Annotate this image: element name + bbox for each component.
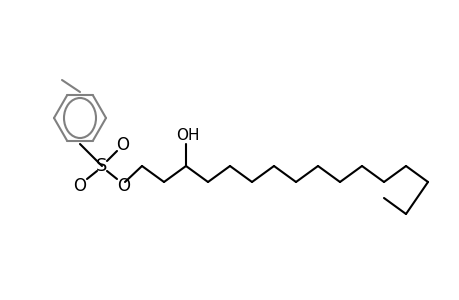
Text: S: S bbox=[96, 157, 107, 175]
Text: O: O bbox=[117, 177, 130, 195]
Text: O: O bbox=[116, 136, 129, 154]
Text: O: O bbox=[73, 177, 86, 195]
Text: OH: OH bbox=[176, 128, 199, 143]
